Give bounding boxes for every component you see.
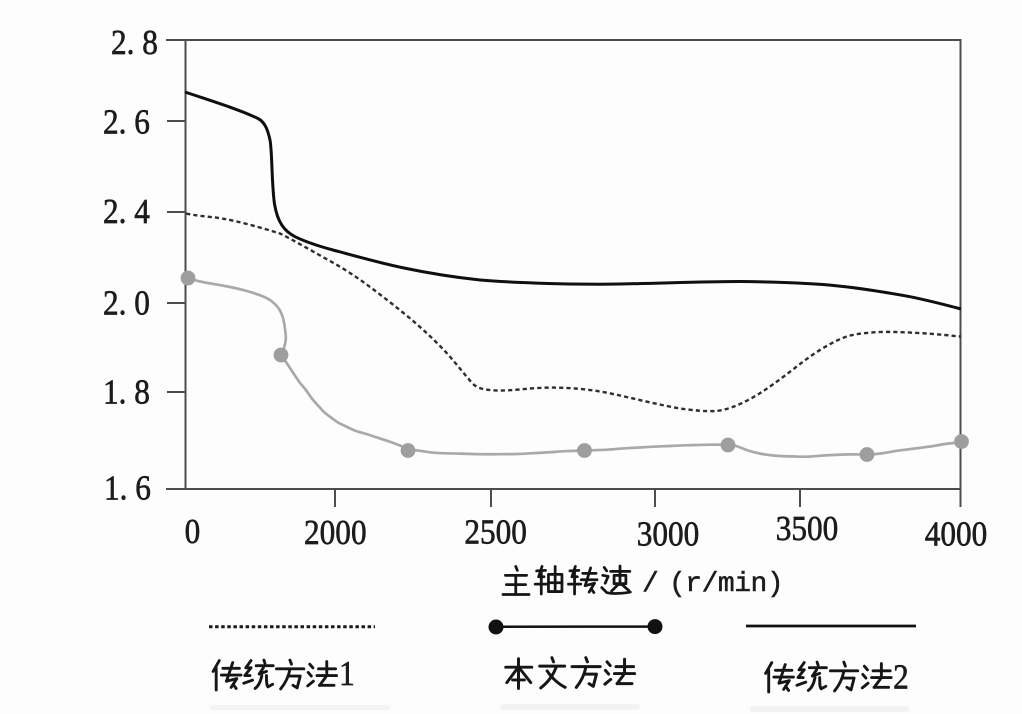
svg-text:1: 1 [339, 655, 355, 694]
svg-text:2. 4: 2. 4 [103, 193, 150, 232]
svg-text:2. 6: 2. 6 [103, 103, 150, 142]
svg-text:2. 8: 2. 8 [111, 24, 158, 63]
svg-text:(r/min): (r/min) [669, 569, 783, 600]
svg-text:3500: 3500 [776, 510, 839, 549]
svg-text:/: / [642, 569, 659, 600]
svg-text:0: 0 [185, 513, 201, 552]
svg-text:1. 6: 1. 6 [104, 469, 151, 508]
svg-text:2. 0: 2. 0 [103, 284, 150, 323]
svg-text:2000: 2000 [304, 514, 367, 553]
svg-text:4000: 4000 [925, 515, 988, 554]
svg-text:2500: 2500 [464, 513, 527, 552]
svg-text:1. 8: 1. 8 [103, 373, 150, 412]
svg-text:3000: 3000 [637, 515, 700, 554]
svg-text:2: 2 [893, 658, 909, 697]
